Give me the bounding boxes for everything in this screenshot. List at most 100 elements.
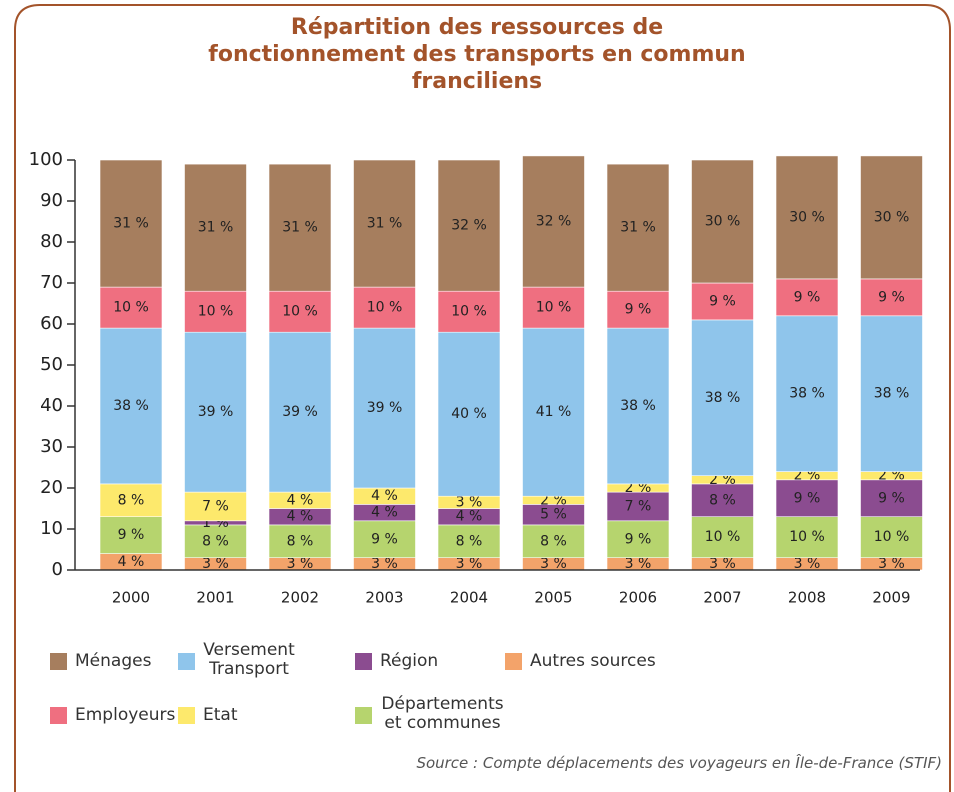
legend-swatch bbox=[178, 653, 195, 670]
value-label: 4 % bbox=[287, 509, 314, 525]
x-tick-label: 2000 bbox=[112, 589, 150, 607]
value-label: 9 % bbox=[625, 531, 652, 547]
x-tick-label: 2003 bbox=[365, 589, 403, 607]
value-label: 8 % bbox=[709, 492, 736, 508]
legend-label: Etat bbox=[203, 705, 238, 725]
frame bbox=[14, 4, 951, 792]
y-tick-label: 70 bbox=[40, 272, 63, 293]
bar-segment bbox=[691, 319, 754, 476]
legend-swatch bbox=[178, 707, 195, 724]
value-label: 7 % bbox=[625, 498, 652, 514]
bar-segment bbox=[99, 327, 163, 485]
bar-segment bbox=[184, 163, 247, 292]
value-label: 38 % bbox=[789, 386, 825, 402]
bar-segment bbox=[353, 159, 416, 288]
value-label: 31 % bbox=[198, 220, 234, 236]
legend-label: Ménages bbox=[75, 651, 152, 671]
value-label: 9 % bbox=[625, 302, 652, 318]
bar-segment bbox=[775, 516, 839, 559]
bar-segment bbox=[99, 159, 163, 288]
legend-label: Employeurs bbox=[75, 705, 176, 725]
value-label: 8 % bbox=[540, 533, 567, 549]
y-tick-label: 20 bbox=[40, 477, 63, 498]
y-tick-label: 10 bbox=[40, 518, 63, 539]
legend-swatch bbox=[50, 653, 67, 670]
value-label: 10 % bbox=[536, 300, 572, 316]
value-label: 39 % bbox=[367, 400, 403, 416]
value-label: 8 % bbox=[202, 533, 229, 549]
value-label: 10 % bbox=[198, 304, 234, 320]
value-label: 30 % bbox=[874, 209, 910, 225]
value-label: 3 % bbox=[709, 556, 736, 572]
bar-segment bbox=[775, 315, 839, 472]
value-label: 32 % bbox=[536, 214, 572, 230]
bar-segment bbox=[522, 327, 585, 497]
bar-segment bbox=[437, 290, 501, 333]
legend-swatch bbox=[50, 707, 67, 724]
x-tick-label: 2009 bbox=[872, 589, 910, 607]
value-label: 10 % bbox=[789, 529, 825, 545]
legend-swatch bbox=[355, 653, 372, 670]
value-label: 31 % bbox=[620, 220, 656, 236]
value-label: 4 % bbox=[371, 488, 398, 504]
bar-segment bbox=[691, 159, 754, 284]
x-tick-label: 2008 bbox=[788, 589, 826, 607]
value-label: 10 % bbox=[705, 529, 741, 545]
value-label: 8 % bbox=[118, 492, 145, 508]
value-label: 8 % bbox=[287, 533, 314, 549]
bar-segment bbox=[860, 479, 923, 517]
value-label: 3 % bbox=[878, 556, 905, 572]
y-tick-label: 80 bbox=[40, 231, 63, 252]
bar-segment bbox=[184, 491, 247, 522]
value-label: 39 % bbox=[198, 404, 234, 420]
bar-segment bbox=[99, 516, 163, 554]
value-label: 3 % bbox=[540, 556, 567, 572]
bar-segment bbox=[268, 290, 332, 333]
value-label: 4 % bbox=[456, 509, 483, 525]
bar-segment bbox=[775, 155, 839, 280]
bar-segment bbox=[184, 331, 247, 493]
bar-segment bbox=[860, 516, 923, 559]
bar-segment bbox=[606, 491, 670, 522]
value-label: 4 % bbox=[287, 492, 314, 508]
value-label: 4 % bbox=[371, 505, 398, 521]
x-tick-label: 2004 bbox=[450, 589, 488, 607]
value-label: 41 % bbox=[536, 404, 572, 420]
bar-segment bbox=[522, 524, 585, 559]
y-tick-label: 40 bbox=[40, 395, 63, 416]
value-label: 10 % bbox=[113, 300, 149, 316]
chart-title: Répartition des ressources de fonctionne… bbox=[208, 15, 746, 94]
value-label: 31 % bbox=[367, 216, 403, 232]
x-tick-label: 2005 bbox=[534, 589, 572, 607]
value-label: 30 % bbox=[705, 214, 741, 230]
x-tick-label: 2006 bbox=[619, 589, 657, 607]
value-label: 39 % bbox=[282, 404, 318, 420]
value-label: 31 % bbox=[282, 220, 318, 236]
bar-segment bbox=[606, 520, 670, 558]
bar-segment bbox=[522, 286, 585, 329]
value-label: 5 % bbox=[540, 507, 567, 523]
value-label: 7 % bbox=[202, 498, 229, 514]
value-label: 32 % bbox=[451, 218, 487, 234]
bar-segment bbox=[99, 286, 163, 329]
bar-segment bbox=[606, 290, 670, 329]
bar-segment bbox=[775, 479, 839, 517]
bar-segment bbox=[184, 290, 247, 333]
legend-swatch bbox=[505, 653, 522, 670]
value-label: 9 % bbox=[709, 293, 736, 309]
value-label: 3 % bbox=[287, 556, 314, 572]
bar-segment bbox=[522, 155, 585, 288]
legend-label: Départements et communes bbox=[381, 694, 504, 733]
bar-segment bbox=[437, 524, 501, 559]
bar-segment bbox=[268, 163, 332, 292]
source: Source : Compte déplacements des voyageu… bbox=[416, 754, 942, 772]
bar-segment bbox=[353, 327, 416, 489]
value-label: 3 % bbox=[456, 556, 483, 572]
bar-segment bbox=[353, 286, 416, 329]
value-label: 9 % bbox=[794, 289, 821, 305]
value-label: 30 % bbox=[789, 209, 825, 225]
bar-segment bbox=[268, 524, 332, 559]
bar-segment bbox=[184, 524, 247, 559]
